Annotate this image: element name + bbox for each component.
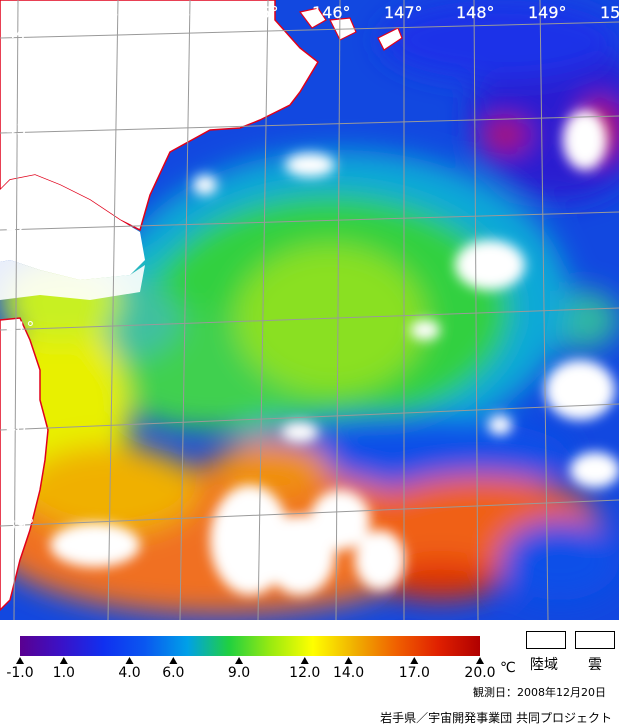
credit-line: 岩手県／宇宙開発事業団 共同プロジェクト: [380, 711, 612, 725]
temperature-colorbar: -1.0 1.0 4.0 6.0 9.0 12.0 14.0 17.0 20.0: [6, 636, 496, 680]
colorbar-tick-label: 14.0: [333, 665, 364, 680]
lon-label: 145°: [240, 3, 279, 22]
lat-label: 39°: [6, 515, 34, 534]
colorbar-tick-mark: [476, 657, 484, 664]
colorbar-tick-mark: [235, 657, 244, 664]
lat-label: 42°: [6, 218, 34, 237]
lon-label: 146°: [312, 3, 351, 22]
lon-label: 147°: [384, 3, 423, 22]
cloud-legend-swatch: [575, 631, 615, 649]
colorbar-tick-label: 4.0: [118, 665, 140, 680]
lon-label: 15: [600, 3, 619, 22]
colorbar-tick-mark: [344, 657, 353, 664]
colorbar-tick-mark: [169, 657, 178, 664]
lat-label: 40°: [6, 418, 34, 437]
colorbar-tick-label: 12.0: [289, 665, 320, 680]
lon-label: 144°: [170, 3, 209, 22]
lon-label: 142°: [26, 3, 65, 22]
colorbar-tick-mark: [59, 657, 68, 664]
colorbar-tick-label: 9.0: [228, 665, 250, 680]
colorbar-tick-mark: [125, 657, 134, 664]
lon-label: 143°: [98, 3, 137, 22]
lat-label: 41°: [6, 318, 34, 337]
colorbar-tick-label: 6.0: [162, 665, 184, 680]
colorbar-gradient: [20, 636, 480, 656]
longitude-labels: 142° 143° 144° 145° 146° 147° 148° 149° …: [26, 3, 619, 22]
latitude-labels: 44° 43° 42° 41° 40° 39°: [6, 23, 34, 534]
land-legend-swatch: [526, 631, 566, 649]
land-legend-label: 陸域: [530, 657, 558, 673]
lat-label: 44°: [6, 23, 34, 42]
colorbar-tick-mark: [16, 657, 24, 664]
colorbar-tick-mark: [410, 657, 419, 664]
colorbar-tick-label: 20.0: [464, 665, 495, 680]
colorbar-tick-label: 17.0: [399, 665, 430, 680]
colorbar-tick-mark: [300, 657, 309, 664]
graticule: [0, 0, 619, 620]
colorbar-tick-label: -1.0: [6, 665, 33, 680]
cloud-legend-label: 雲: [588, 657, 602, 673]
celsius-unit: ℃: [500, 660, 516, 676]
colorbar-tick-label: 1.0: [53, 665, 75, 680]
observation-date: 観測日：2008年12月20日: [473, 686, 606, 699]
lon-label: 149°: [528, 3, 567, 22]
sst-map: 142° 143° 144° 145° 146° 147° 148° 149° …: [0, 0, 619, 620]
lat-label: 43°: [6, 120, 34, 139]
lon-label: 148°: [456, 3, 495, 22]
cloud-cover: [50, 110, 619, 595]
